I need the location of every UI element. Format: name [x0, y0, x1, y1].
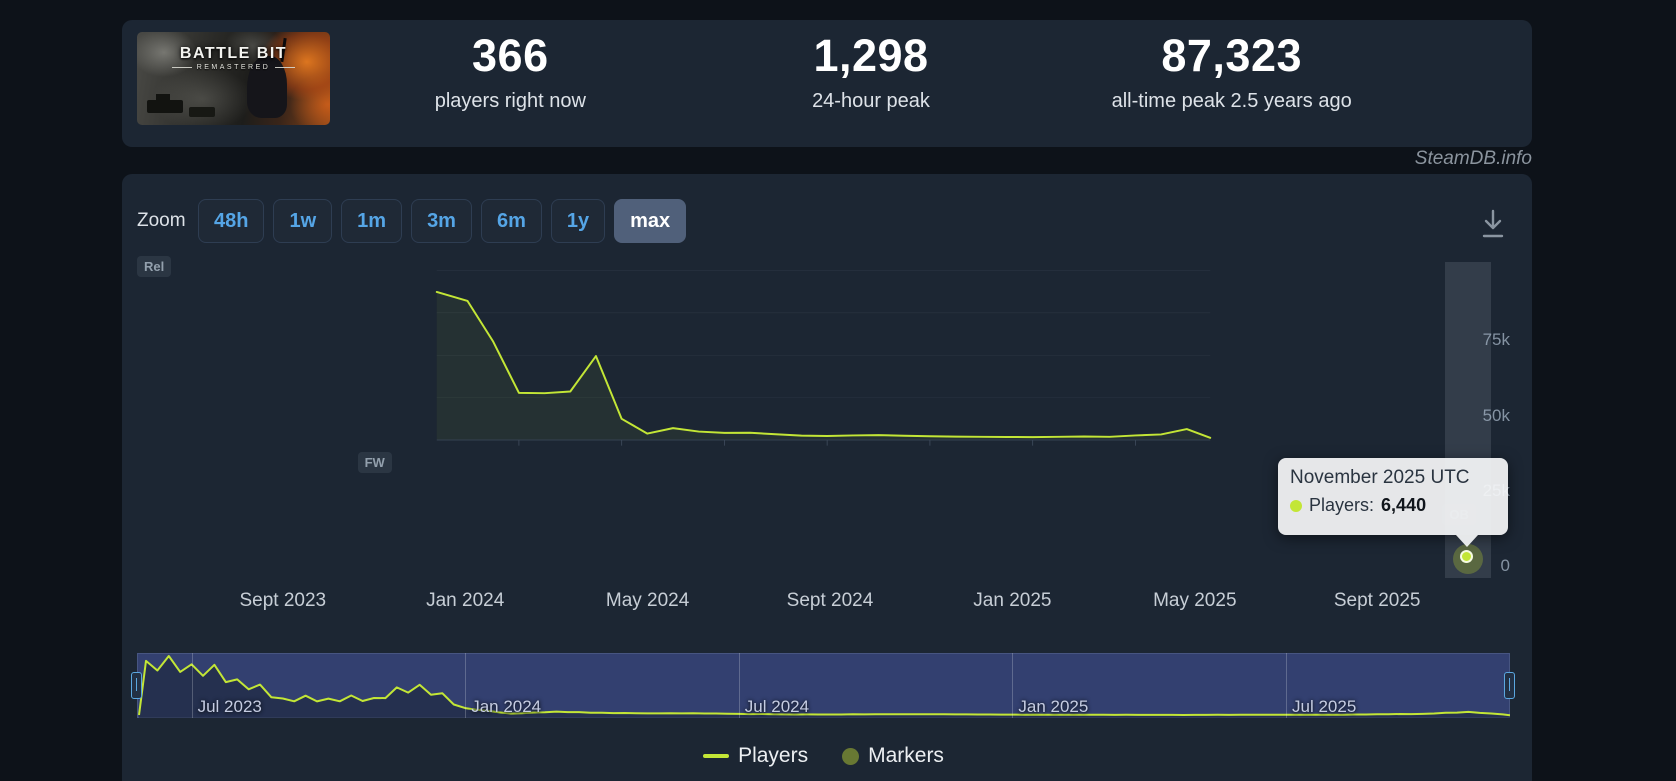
- zoom-range-1w[interactable]: 1w: [273, 199, 333, 243]
- players-line-swatch: [703, 754, 730, 758]
- tank-silhouette: [147, 94, 183, 113]
- game-logo-title: BATTLE BIT: [179, 45, 288, 62]
- zoom-range-48h[interactable]: 48h: [198, 199, 265, 243]
- stat-2: 87,323 all-time peak 2.5 years ago: [1051, 30, 1412, 122]
- game-logo-subtitle: REMASTERED: [196, 64, 271, 71]
- navigator-tick-label: Jan 2025: [1018, 697, 1089, 716]
- legend-markers-label: Markers: [868, 744, 944, 767]
- navigator-gridline: [1012, 653, 1014, 718]
- x-tick: May 2024: [605, 590, 690, 611]
- navigator-tick-label: Jul 2025: [1292, 697, 1357, 716]
- y-tick-75k: 75k: [1482, 330, 1510, 350]
- navigator-gridline: [738, 653, 740, 718]
- stat-1: 1,298 24-hour peak: [691, 30, 1052, 122]
- tank-silhouette-small: [189, 107, 215, 117]
- players-line-chart[interactable]: [137, 262, 1510, 600]
- tooltip-series-row: Players: 6,440: [1290, 495, 1496, 516]
- zoom-range-6m[interactable]: 6m: [480, 199, 542, 243]
- x-tick: Sept 2025: [1333, 590, 1421, 611]
- game-logo-subtitle-row: REMASTERED: [137, 64, 330, 71]
- x-tick: Sept 2024: [786, 590, 874, 611]
- navigator-gridline: [191, 653, 193, 718]
- x-tick: Sept 2023: [239, 590, 327, 611]
- stat-0: 366 players right now: [330, 30, 691, 122]
- y-tick-0: 0: [1500, 556, 1510, 575]
- navigator-tick-label: Jul 2024: [744, 697, 810, 716]
- navigator-mini-chart: [138, 655, 1510, 718]
- logo-rule-right: [275, 67, 296, 68]
- chart-legend: Players Markers: [137, 744, 1510, 768]
- stat-value: 366: [472, 30, 549, 81]
- x-tick: Jan 2024: [426, 590, 505, 611]
- soldier-silhouette: [247, 56, 287, 119]
- navigator-gridline: [1286, 653, 1287, 718]
- navigator-right-handle[interactable]: [1504, 672, 1515, 699]
- tooltip-series-label: Players:: [1309, 495, 1375, 515]
- download-icon[interactable]: [1478, 207, 1508, 241]
- stat-label: all-time peak 2.5 years ago: [1111, 90, 1352, 112]
- marker-badge-FW: FW: [357, 452, 392, 473]
- x-tick: Jan 2025: [973, 590, 1052, 611]
- tooltip-series-value: 6,440: [1381, 495, 1427, 515]
- zoom-range-1y[interactable]: 1y: [550, 199, 606, 243]
- logo-rule-left: [171, 67, 192, 68]
- hovered-point-dot: [1459, 550, 1473, 564]
- markers-dot-swatch: [842, 747, 860, 765]
- game-capsule-image: BATTLE BIT REMASTERED: [137, 32, 330, 125]
- stat-label: 24-hour peak: [812, 90, 930, 112]
- legend-item-players[interactable]: Players: [703, 744, 808, 768]
- navigator-left-handle[interactable]: [131, 672, 142, 699]
- navigator-gridline: [465, 653, 467, 718]
- stat-value: 1,298: [813, 30, 929, 81]
- stat-label: players right now: [434, 90, 586, 112]
- tooltip-series-dot: [1290, 499, 1302, 512]
- stat-value: 87,323: [1161, 30, 1302, 81]
- tooltip-title: November 2025 UTC: [1290, 467, 1470, 488]
- legend-players-label: Players: [738, 744, 809, 767]
- zoom-range-3m[interactable]: 3m: [411, 199, 472, 243]
- zoom-range-buttons: 48h 1w 1m 3m 6m 1y max: [198, 199, 687, 243]
- game-logo: BATTLE BIT REMASTERED: [137, 45, 330, 71]
- navigator[interactable]: Jul 2023 Jan 2024 Jul 2024 Jan 2025 Jul 2025: [131, 653, 1515, 718]
- zoom-range-1m[interactable]: 1m: [341, 199, 403, 243]
- legend-item-markers[interactable]: Markers: [842, 744, 944, 768]
- zoom-range-max[interactable]: max: [614, 199, 687, 243]
- navigator-selection-mask[interactable]: [137, 653, 1510, 718]
- navigator-tick-label: Jul 2023: [197, 697, 262, 716]
- y-tick-50k: 50k: [1482, 405, 1510, 425]
- zoom-label: Zoom: [137, 210, 186, 231]
- game-stats-header-card: [122, 20, 1532, 147]
- steamdb-watermark: SteamDB.info: [1414, 148, 1532, 169]
- marker-badge-Rel: Rel: [137, 256, 172, 277]
- x-tick: May 2025: [1153, 590, 1237, 611]
- navigator-tick-label: Jan 2024: [471, 697, 542, 716]
- chart-tooltip: November 2025 UTC Players: 6,440: [1278, 458, 1508, 547]
- player-stats-row: 366 players right now 1,298 24-hour peak 87,…: [330, 30, 1412, 122]
- tooltip-arrow: [1456, 535, 1478, 547]
